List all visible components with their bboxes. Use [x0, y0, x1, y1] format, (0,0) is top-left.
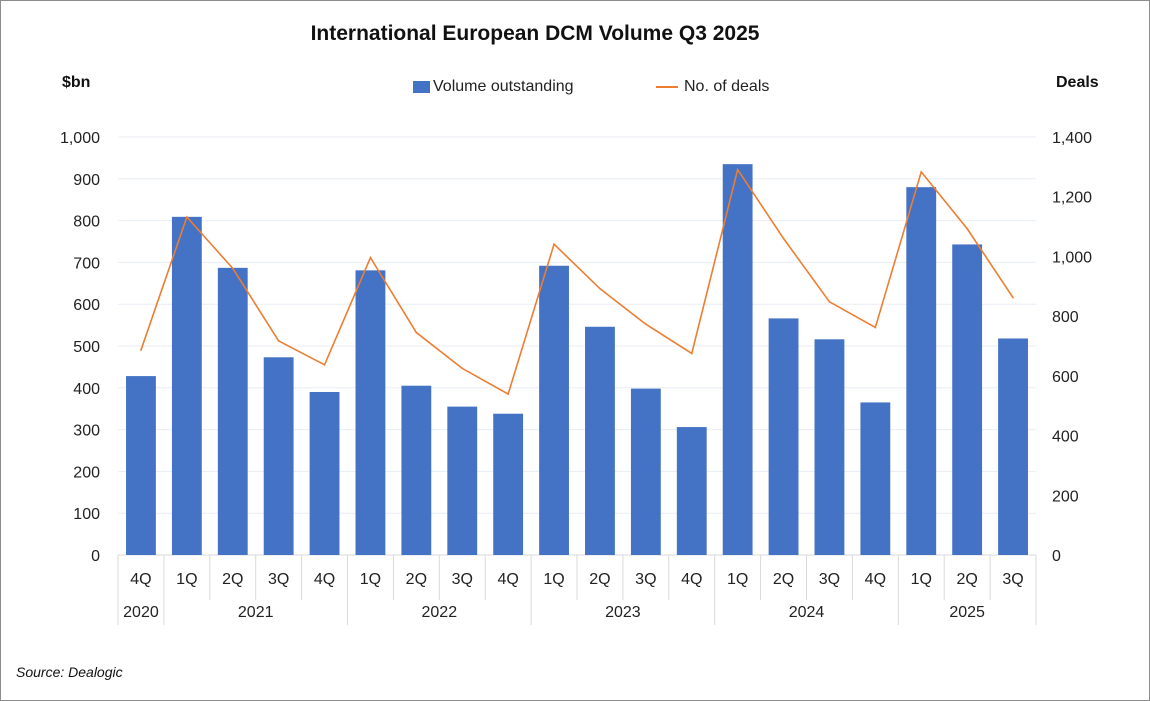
- line-point-deals: [323, 364, 326, 366]
- quarter-label: 2Q: [222, 571, 243, 588]
- line-point-deals: [507, 393, 509, 395]
- line-point-deals: [461, 367, 464, 370]
- year-label: 2020: [123, 604, 159, 621]
- year-label: 2025: [949, 604, 985, 621]
- bar-volume: [768, 318, 799, 555]
- left-tick-label: 1,000: [60, 130, 100, 147]
- line-point-deals: [828, 301, 831, 303]
- legend-label-deals: No. of deals: [684, 78, 770, 95]
- bar-volume: [217, 267, 248, 555]
- quarter-label: 1Q: [360, 571, 381, 588]
- bar-volume: [309, 391, 340, 555]
- bar-volume: [355, 270, 386, 555]
- legend-bar-swatch: [413, 81, 430, 93]
- year-label: 2024: [789, 604, 825, 621]
- source-note: Source: Dealogic: [16, 664, 123, 680]
- right-tick-label: 200: [1052, 488, 1079, 505]
- quarter-label: 4Q: [314, 571, 335, 588]
- right-tick-label: 0: [1052, 548, 1061, 565]
- left-tick-label: 100: [73, 506, 100, 523]
- legend-item-deals: No. of deals: [656, 78, 769, 96]
- quarter-label: 4Q: [497, 571, 518, 588]
- line-point-deals: [1012, 296, 1014, 299]
- line-point-deals: [277, 340, 280, 342]
- left-tick-label: 300: [73, 423, 100, 440]
- right-tick-label: 1,400: [1052, 130, 1092, 147]
- left-axis-label: $bn: [62, 74, 91, 91]
- bar-volume: [906, 187, 937, 555]
- line-point-deals: [874, 326, 877, 329]
- line-point-deals: [231, 267, 234, 270]
- line-point-deals: [553, 243, 555, 245]
- line-point-deals: [599, 287, 601, 290]
- bar-volume: [126, 376, 156, 555]
- right-tick-label: 800: [1052, 309, 1079, 326]
- quarter-label: 3Q: [1002, 571, 1023, 588]
- year-label: 2023: [605, 604, 641, 621]
- right-tick-label: 600: [1052, 369, 1079, 386]
- left-tick-label: 200: [73, 464, 100, 481]
- left-tick-label: 700: [73, 255, 100, 272]
- right-tick-label: 1,200: [1052, 190, 1092, 207]
- line-point-deals: [782, 237, 785, 240]
- line-point-deals: [415, 331, 418, 334]
- bar-volume: [998, 338, 1028, 555]
- quarter-label: 3Q: [268, 571, 289, 588]
- line-point-deals: [186, 216, 188, 218]
- line-point-deals: [369, 256, 372, 259]
- quarter-label: 4Q: [865, 571, 886, 588]
- left-tick-label: 400: [73, 381, 100, 398]
- line-point-deals: [140, 349, 142, 351]
- quarter-label: 4Q: [681, 571, 702, 588]
- left-tick-label: 900: [73, 172, 100, 189]
- bar-volume: [722, 164, 753, 556]
- bar-volume: [263, 357, 294, 555]
- left-tick-label: 800: [73, 214, 100, 231]
- quarter-label: 1Q: [176, 571, 197, 588]
- left-tick-label: 0: [91, 548, 100, 565]
- line-point-deals: [920, 171, 923, 173]
- bar-volume: [539, 265, 569, 555]
- line-point-deals: [645, 323, 647, 326]
- legend-line-swatch: [656, 86, 678, 88]
- bar-volume: [171, 216, 202, 555]
- bar-volume: [447, 406, 478, 555]
- quarter-label: 1Q: [911, 571, 932, 588]
- bar-volume: [952, 244, 983, 555]
- line-deals: [140, 167, 1014, 396]
- quarter-label: 4Q: [130, 571, 151, 588]
- bar-volume: [860, 402, 891, 555]
- quarter-label: 2Q: [589, 571, 610, 588]
- quarter-label: 3Q: [635, 571, 656, 588]
- quarter-label: 3Q: [819, 571, 840, 588]
- right-axis-label: Deals: [1056, 74, 1099, 91]
- bar-volume: [630, 388, 661, 555]
- legend-item-volume: Volume outstanding: [413, 78, 574, 96]
- year-label: 2022: [422, 604, 458, 621]
- legend-label-volume: Volume outstanding: [433, 78, 574, 95]
- quarter-label: 2Q: [773, 571, 794, 588]
- bar-volume: [493, 413, 524, 555]
- bar-volume: [401, 385, 432, 555]
- line-point-deals: [736, 168, 739, 171]
- line-point-deals: [690, 352, 693, 355]
- bar-volume: [814, 339, 845, 555]
- quarter-label: 2Q: [406, 571, 427, 588]
- bar-volume: [585, 326, 615, 555]
- right-tick-label: 400: [1052, 429, 1079, 446]
- quarter-label: 1Q: [543, 571, 564, 588]
- bar-volume: [676, 427, 707, 555]
- quarter-label: 1Q: [727, 571, 748, 588]
- chart-title: International European DCM Volume Q3 202…: [310, 22, 760, 45]
- quarter-label: 3Q: [452, 571, 473, 588]
- quarter-label: 2Q: [956, 571, 977, 588]
- left-tick-label: 600: [73, 297, 100, 314]
- right-tick-label: 1,000: [1052, 249, 1092, 266]
- year-label: 2021: [238, 604, 274, 621]
- line-point-deals: [966, 227, 968, 230]
- left-tick-label: 500: [73, 339, 100, 356]
